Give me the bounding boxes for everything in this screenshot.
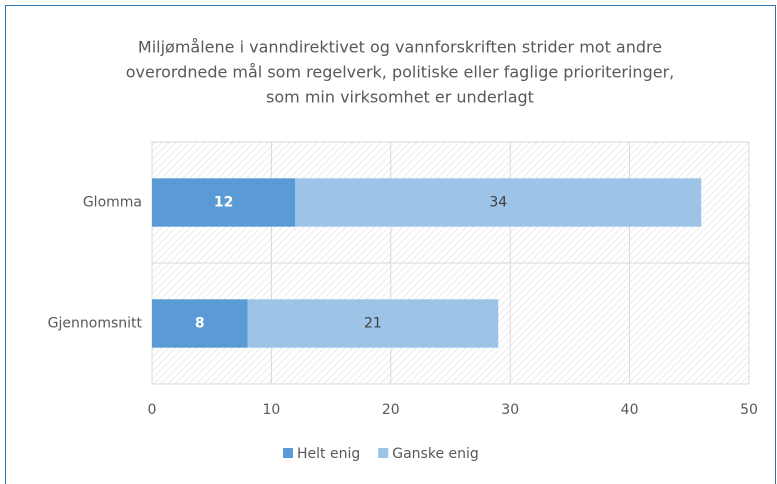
- data-label: 34: [489, 195, 507, 211]
- data-label: 12: [214, 195, 233, 211]
- y-tick-label: Glomma: [83, 195, 142, 211]
- x-tick-label: 20: [382, 402, 400, 418]
- bar-segment: [152, 178, 296, 227]
- legend-label: Ganske enig: [392, 446, 479, 462]
- legend-label: Helt enig: [297, 446, 360, 462]
- chart-title: som min virksomhet er underlagt: [266, 88, 534, 107]
- y-tick-label: Gjennomsnitt: [48, 316, 143, 332]
- bar-segment: [295, 178, 702, 227]
- chart-title: Miljømålene i vanndirektivet og vannfors…: [138, 38, 662, 57]
- x-tick-label: 30: [501, 402, 519, 418]
- x-tick-label: 40: [621, 402, 639, 418]
- legend-swatch: [378, 448, 389, 458]
- x-tick-label: 10: [262, 402, 280, 418]
- x-tick-label: 0: [148, 402, 157, 418]
- bar-segment: [152, 299, 248, 348]
- legend-swatch: [283, 448, 293, 458]
- data-label: 8: [195, 316, 205, 332]
- x-tick-label: 50: [740, 402, 758, 418]
- bar-segment: [247, 299, 499, 348]
- chart-title: overordnede mål som regelverk, politiske…: [126, 63, 674, 82]
- data-label: 21: [364, 316, 382, 332]
